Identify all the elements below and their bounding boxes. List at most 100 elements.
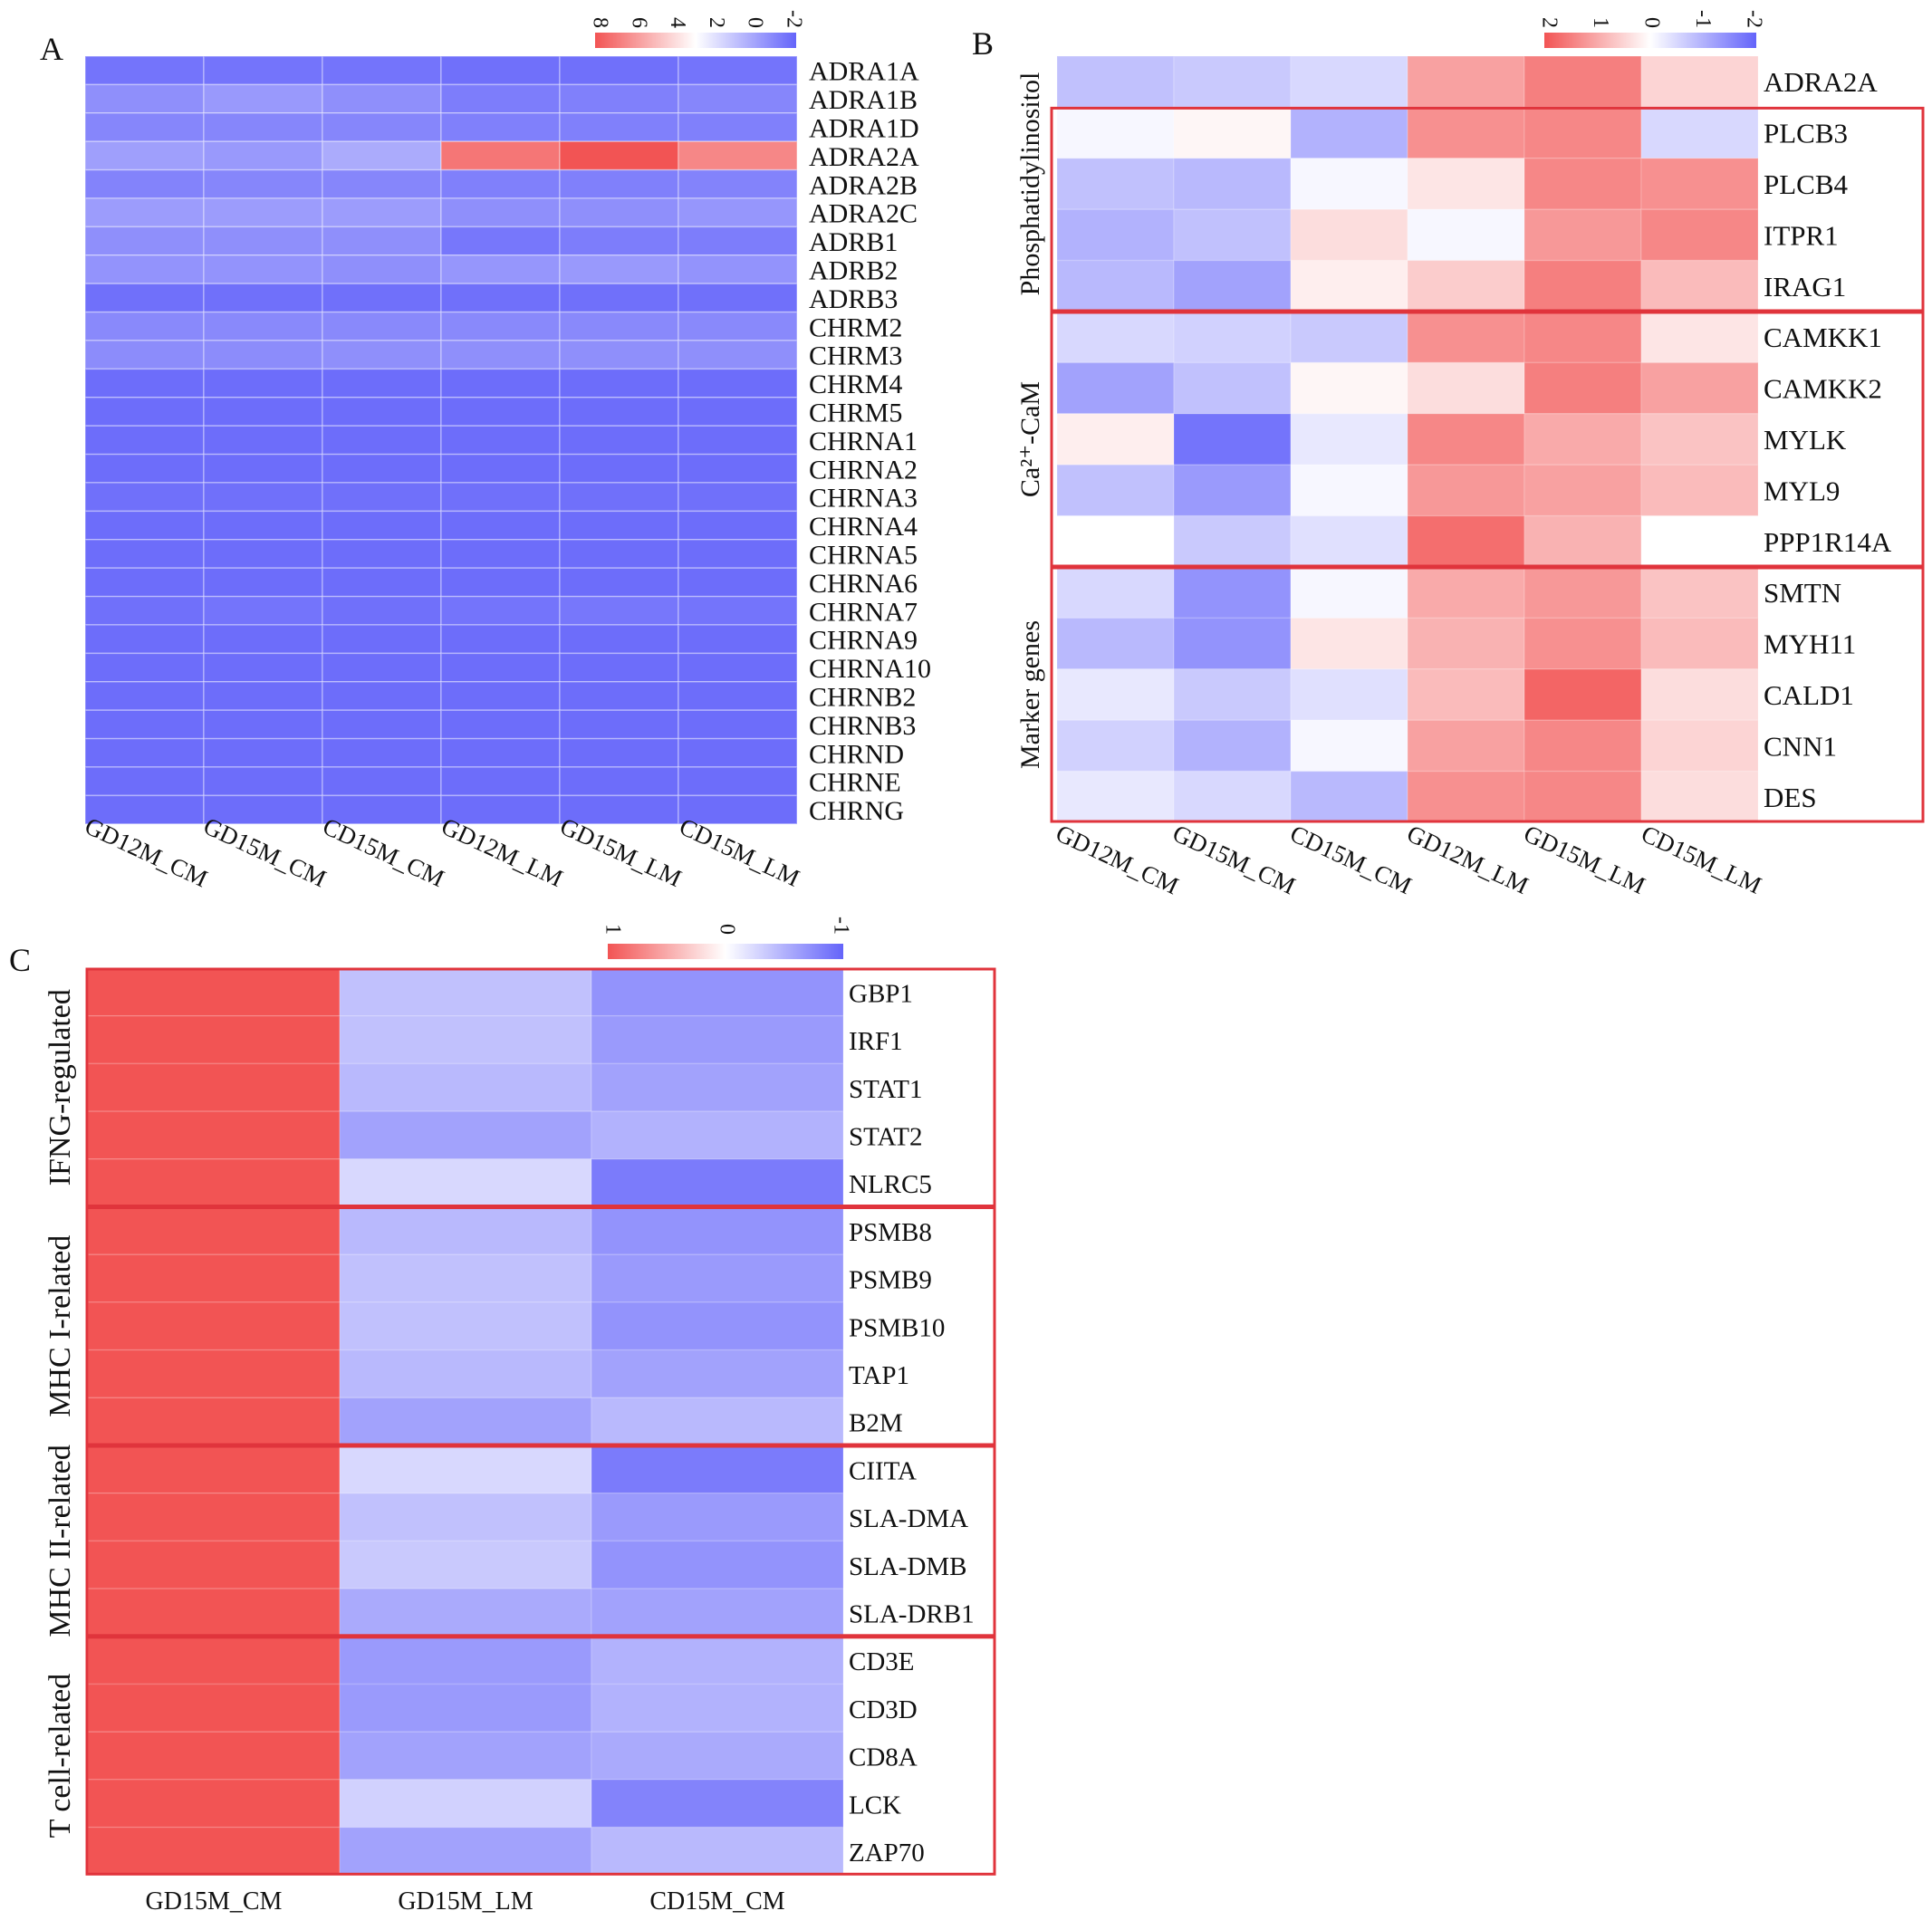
heatmap-cell	[678, 283, 798, 313]
heatmap-cell	[1173, 719, 1292, 773]
column-label: GD15M_LM	[398, 1887, 533, 1916]
heatmap-cell	[322, 652, 442, 683]
heatmap-cell	[322, 197, 442, 228]
heatmap-cell	[339, 1110, 592, 1160]
heatmap-cell	[84, 709, 205, 740]
row-label: LCK	[849, 1791, 901, 1820]
heatmap-cell	[559, 624, 679, 655]
heatmap-cell	[591, 1349, 844, 1399]
group-label: MHC II-related	[43, 1445, 77, 1637]
row-label: CHRNB3	[809, 711, 916, 741]
row-label: CIITA	[849, 1456, 917, 1485]
heatmap-cell	[203, 197, 323, 228]
heatmap-cell	[322, 368, 442, 398]
heatmap-cell	[559, 397, 679, 427]
heatmap-cell	[203, 567, 323, 598]
heatmap-cell	[440, 340, 561, 370]
heatmap-cell	[84, 737, 205, 768]
row-label: CHRNA1	[809, 427, 918, 456]
row-label: ZAP70	[849, 1839, 925, 1868]
panel-c: GBP1 IRF1 STAT1 STAT2 NLRC5 PSMB8 PSMB9 PSMB10 T…	[9, 917, 996, 1916]
heatmap-cell	[322, 311, 442, 341]
row-label: MYLK	[1764, 424, 1847, 456]
heatmap-cell	[1523, 770, 1642, 823]
row-label: PLCB3	[1764, 118, 1848, 149]
heatmap-cell	[440, 168, 561, 199]
heatmap-cell	[1173, 413, 1292, 466]
heatmap-cell	[1173, 770, 1292, 823]
row-label: CD3E	[849, 1647, 915, 1676]
heatmap-cell	[678, 510, 798, 541]
heatmap-cell	[1173, 514, 1292, 568]
heatmap-cell	[1523, 464, 1642, 517]
heatmap-cell	[1290, 719, 1408, 773]
heatmap-cell	[87, 1492, 341, 1542]
heatmap-cell	[1173, 259, 1292, 312]
heatmap-cell	[440, 254, 561, 284]
heatmap-cell	[1640, 719, 1759, 773]
heatmap-cell	[1640, 413, 1759, 466]
heatmap-cell	[591, 1683, 844, 1733]
legend-tick-label: 4	[666, 17, 689, 28]
group-label: IFNG-regulated	[43, 989, 77, 1186]
heatmap-cell	[203, 709, 323, 740]
row-label: CAMKK1	[1764, 322, 1882, 353]
row-label: PSMB8	[849, 1218, 932, 1247]
heatmap-cell	[678, 539, 798, 569]
color-legend-bar	[608, 944, 843, 959]
row-label: IRF1	[849, 1027, 903, 1056]
heatmap-cell	[339, 1397, 592, 1446]
heatmap-cell	[322, 794, 442, 825]
heatmap-cell	[440, 737, 561, 768]
heatmap-cell	[1290, 514, 1408, 568]
heatmap-cell	[559, 311, 679, 341]
heatmap-cell	[322, 83, 442, 114]
heatmap-cell	[84, 311, 205, 341]
heatmap-cell	[559, 453, 679, 484]
column-label: CD15M_LM	[1638, 820, 1766, 898]
row-label: ADRA1D	[809, 114, 919, 144]
heatmap-cell	[1056, 208, 1175, 262]
legend-tick-label: -2	[782, 10, 805, 28]
row-label: CHRND	[809, 739, 904, 769]
heatmap-cell	[203, 283, 323, 313]
heatmap-cell	[84, 567, 205, 598]
heatmap-cell	[322, 453, 442, 484]
heatmap-cell	[440, 311, 561, 341]
heatmap-cell	[1056, 413, 1175, 466]
heatmap-cell	[591, 1397, 844, 1446]
heatmap-cell	[203, 681, 323, 711]
heatmap-cell	[1407, 464, 1525, 517]
heatmap-cell	[678, 254, 798, 284]
heatmap-cell	[591, 1301, 844, 1351]
heatmap-cell	[440, 425, 561, 456]
heatmap-cell	[339, 1731, 592, 1781]
row-label: CHRM5	[809, 398, 902, 428]
heatmap-cell	[1056, 361, 1175, 415]
heatmap-cell	[1407, 413, 1525, 466]
heatmap-cell	[203, 510, 323, 541]
heatmap-cell	[1640, 514, 1759, 568]
heatmap-cell	[84, 595, 205, 626]
row-label: SMTN	[1764, 577, 1841, 609]
row-label: PSMB10	[849, 1313, 945, 1342]
row-label: CHRM2	[809, 312, 902, 342]
heatmap-cell	[440, 652, 561, 683]
row-label: ADRB3	[809, 284, 898, 314]
heatmap-cell	[322, 55, 442, 86]
row-label: CD8A	[849, 1743, 918, 1772]
row-label: CHRM4	[809, 370, 902, 399]
heatmap-cell	[591, 1062, 844, 1112]
heatmap-cell	[1173, 311, 1292, 364]
heatmap-cell	[559, 737, 679, 768]
heatmap-cell	[84, 254, 205, 284]
row-label: SLA-DMA	[849, 1504, 968, 1533]
heatmap-cell	[1173, 158, 1292, 210]
panel-label: C	[9, 942, 31, 978]
heatmap-cell	[591, 1826, 844, 1877]
heatmap-cell	[339, 1301, 592, 1351]
heatmap-cell	[678, 482, 798, 513]
heatmap-cell	[87, 1349, 341, 1399]
heatmap-cell	[322, 567, 442, 598]
group-box	[1050, 566, 1925, 823]
